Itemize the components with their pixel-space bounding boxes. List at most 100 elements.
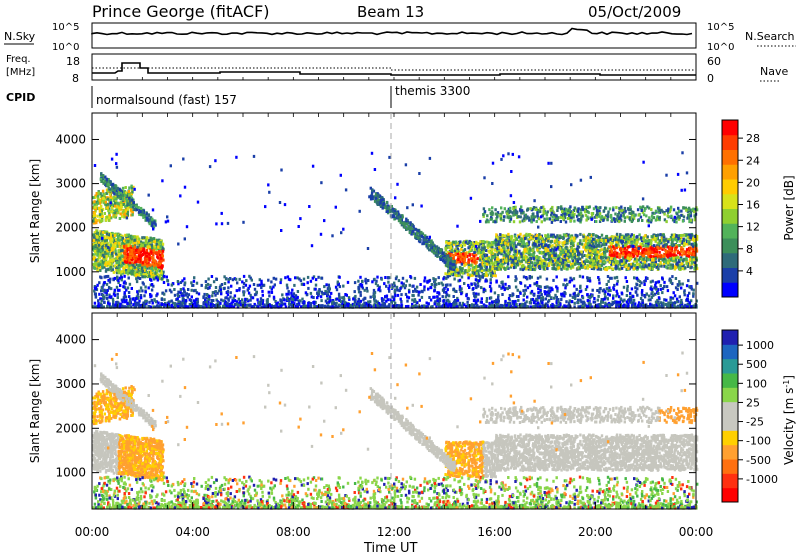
power-cell: [123, 257, 126, 261]
power-cell: [586, 209, 589, 213]
power-cell: [563, 241, 566, 244]
power-cell: [496, 215, 499, 219]
power-cell: [484, 220, 488, 224]
power-cell: [103, 193, 106, 197]
power-cell: [493, 269, 496, 273]
nave-line: [92, 67, 696, 71]
power-cell: [143, 244, 147, 248]
power-cell: [557, 257, 560, 261]
power-cell: [592, 256, 596, 260]
power-cell: [490, 274, 493, 278]
power-cell: [548, 217, 552, 221]
power-cell: [140, 254, 143, 258]
power-cell: [97, 243, 100, 247]
power-cell: [603, 259, 606, 263]
power-cell: [92, 253, 95, 257]
power-cell: [483, 210, 487, 214]
power-cell: [142, 215, 145, 219]
power-cell: [620, 236, 623, 239]
power-cell: [507, 216, 511, 220]
power-cell: [117, 249, 120, 253]
power-cell: [107, 252, 110, 256]
power-cell: [149, 247, 152, 251]
power-cell: [123, 271, 126, 275]
power-cell: [143, 251, 146, 255]
power-cell: [583, 265, 587, 269]
power-cell: [566, 217, 570, 220]
power-cell: [664, 243, 668, 247]
power-cell: [658, 239, 662, 243]
power-cell: [107, 233, 110, 237]
power-cell: [92, 262, 95, 266]
power-cell: [494, 220, 497, 224]
power-cell: [105, 243, 108, 247]
power-cell: [145, 254, 149, 258]
power-cell: [600, 239, 603, 243]
power-cell: [156, 256, 160, 260]
power-cell: [556, 209, 559, 212]
power-cell: [151, 262, 155, 266]
power-cell: [147, 261, 150, 265]
power-cell: [618, 267, 621, 271]
power-cell: [573, 219, 576, 223]
power-cell: [132, 201, 135, 205]
power-cell: [533, 261, 537, 265]
power-cell: [153, 259, 156, 263]
power-cell: [532, 212, 535, 216]
power-cell: [622, 213, 625, 217]
power-cell: [113, 251, 117, 255]
power-cell: [144, 259, 147, 263]
power-cell: [665, 265, 668, 269]
power-cell: [667, 240, 670, 244]
power-cell: [624, 243, 627, 247]
power-cell: [480, 266, 483, 270]
power-cell: [109, 255, 112, 259]
power-cell: [127, 244, 130, 248]
power-cell: [486, 262, 489, 266]
power-cell: [677, 209, 681, 213]
power-cell: [477, 248, 481, 252]
power-cell: [662, 255, 665, 258]
power-cell: [105, 254, 108, 258]
power-cell: [109, 243, 112, 247]
power-cell: [621, 244, 625, 248]
power-cell: [128, 266, 131, 270]
cpid-segment-2: themis 3300: [395, 84, 470, 98]
power-cell: [582, 239, 585, 242]
power-cell: [647, 258, 650, 262]
power-cell: [134, 241, 137, 245]
power-cell: [595, 265, 598, 269]
power-cell: [514, 249, 517, 253]
power-cell: [475, 272, 478, 276]
power-cell: [682, 251, 685, 255]
power-cell: [102, 197, 105, 200]
power-cell: [658, 250, 661, 254]
power-cell: [116, 244, 119, 248]
power-cell: [628, 253, 631, 257]
power-cell: [142, 253, 145, 256]
power-cell: [549, 208, 552, 212]
power-cell: [598, 214, 601, 218]
power-cell: [109, 233, 112, 237]
power-cell: [122, 267, 126, 271]
power-cell: [613, 217, 616, 221]
power-cell: [523, 245, 526, 248]
power-cell: [103, 255, 106, 259]
power-cell: [672, 208, 676, 212]
power-cell: [672, 233, 676, 237]
power-cell: [512, 244, 516, 248]
power-cell: [154, 238, 157, 242]
power-cell: [681, 233, 684, 237]
power-cell: [97, 238, 101, 242]
power-cell: [521, 265, 524, 269]
power-cell: [132, 185, 135, 189]
power-cell: [450, 248, 454, 252]
power-cell: [113, 189, 116, 193]
power-cell: [139, 210, 142, 214]
power-cell: [676, 255, 679, 259]
power-cell: [447, 245, 450, 249]
power-cell: [468, 273, 472, 277]
power-cell: [623, 206, 627, 210]
power-cell: [106, 206, 109, 210]
power-cell: [121, 258, 125, 262]
